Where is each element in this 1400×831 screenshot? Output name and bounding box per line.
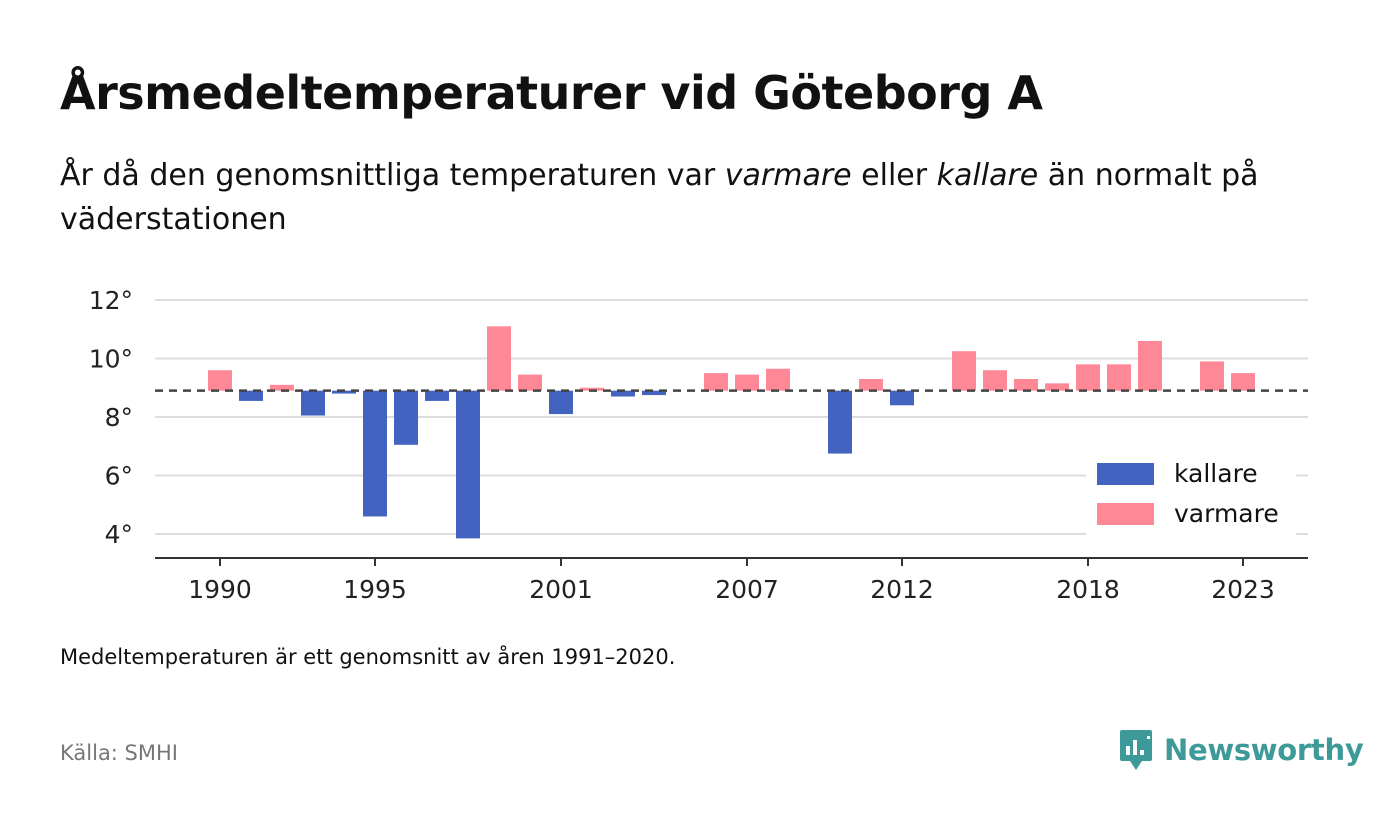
bar-varmare [1231, 373, 1255, 391]
x-tick-label: 2023 [1211, 575, 1275, 604]
y-tick-label: 8° [105, 403, 133, 432]
bar-varmare [1014, 378, 1038, 391]
chart-title: Årsmedeltemperaturer vid Göteborg A [60, 66, 1043, 120]
bar-varmare [1200, 361, 1224, 391]
x-tick-label: 2018 [1056, 575, 1120, 604]
bar-varmare [580, 387, 604, 391]
legend-swatch-varmare [1097, 503, 1154, 525]
bar-kallare [425, 390, 449, 401]
source-label: Källa: SMHI [60, 741, 178, 765]
y-tick-label: 6° [105, 462, 133, 491]
bar-kallare [394, 390, 418, 445]
bar-kallare [890, 390, 914, 406]
bar-varmare [735, 374, 759, 391]
x-tick-label: 2007 [715, 575, 779, 604]
y-tick-label: 12° [89, 286, 133, 315]
newsworthy-logo-icon [1120, 730, 1152, 770]
subtitle-warm-word: varmare [724, 158, 852, 193]
x-axis-ticks: 1990 1995 2001 2007 2012 2018 2023 [188, 558, 1275, 604]
x-tick-label: 1995 [343, 575, 407, 604]
bar-kallare [301, 390, 325, 416]
bar-varmare [208, 370, 232, 391]
bar-varmare [1107, 364, 1131, 391]
x-tick-label: 1990 [188, 575, 252, 604]
bar-kallare [828, 390, 852, 454]
legend-label-varmare: varmare [1174, 499, 1279, 528]
bar-varmare [1076, 364, 1100, 391]
bar-kallare [611, 390, 635, 397]
y-axis-ticks: 4° 6° 8° 10° 12° [89, 286, 133, 549]
bar-kallare [239, 390, 263, 401]
footnote: Medeltemperaturen är ett genomsnitt av å… [60, 645, 676, 669]
legend-label-kallare: kallare [1174, 459, 1258, 488]
legend-swatch-kallare [1097, 463, 1154, 485]
x-tick-label: 2012 [870, 575, 934, 604]
chart-subtitle: År då den genomsnittliga temperaturen va… [60, 154, 1330, 242]
bar-kallare [549, 390, 573, 415]
bar-kallare [363, 390, 387, 517]
x-tick-label: 2001 [529, 575, 593, 604]
bar-varmare [1138, 340, 1162, 391]
subtitle-prefix: År då den genomsnittliga temperaturen va… [60, 158, 725, 193]
bar-kallare [456, 390, 480, 539]
bar-kallare [642, 390, 666, 396]
subtitle-middle: eller [851, 158, 937, 193]
subtitle-suffix: än normalt på väderstationen [60, 158, 1259, 237]
bars [208, 326, 1255, 539]
bar-varmare [704, 373, 728, 391]
bar-varmare [1045, 383, 1069, 391]
bar-varmare [487, 326, 511, 391]
y-tick-label: 10° [89, 345, 133, 374]
bar-varmare [270, 384, 294, 391]
legend: kallare varmare [1086, 456, 1296, 552]
bar-varmare [859, 378, 883, 391]
y-tick-label: 4° [105, 520, 133, 549]
subtitle-cold-word: kallare [936, 158, 1039, 193]
bar-varmare [766, 368, 790, 391]
temperature-bar-chart: 4° 6° 8° 10° 12° 1990 1995 2001 2007 2012 2018 202… [89, 286, 1308, 604]
bar-varmare [983, 370, 1007, 391]
brand-logo: Newsworthy [1118, 728, 1364, 772]
bar-varmare [518, 374, 542, 391]
brand-name: Newsworthy [1164, 733, 1364, 767]
bar-varmare [952, 351, 976, 391]
bar-kallare [332, 390, 356, 394]
